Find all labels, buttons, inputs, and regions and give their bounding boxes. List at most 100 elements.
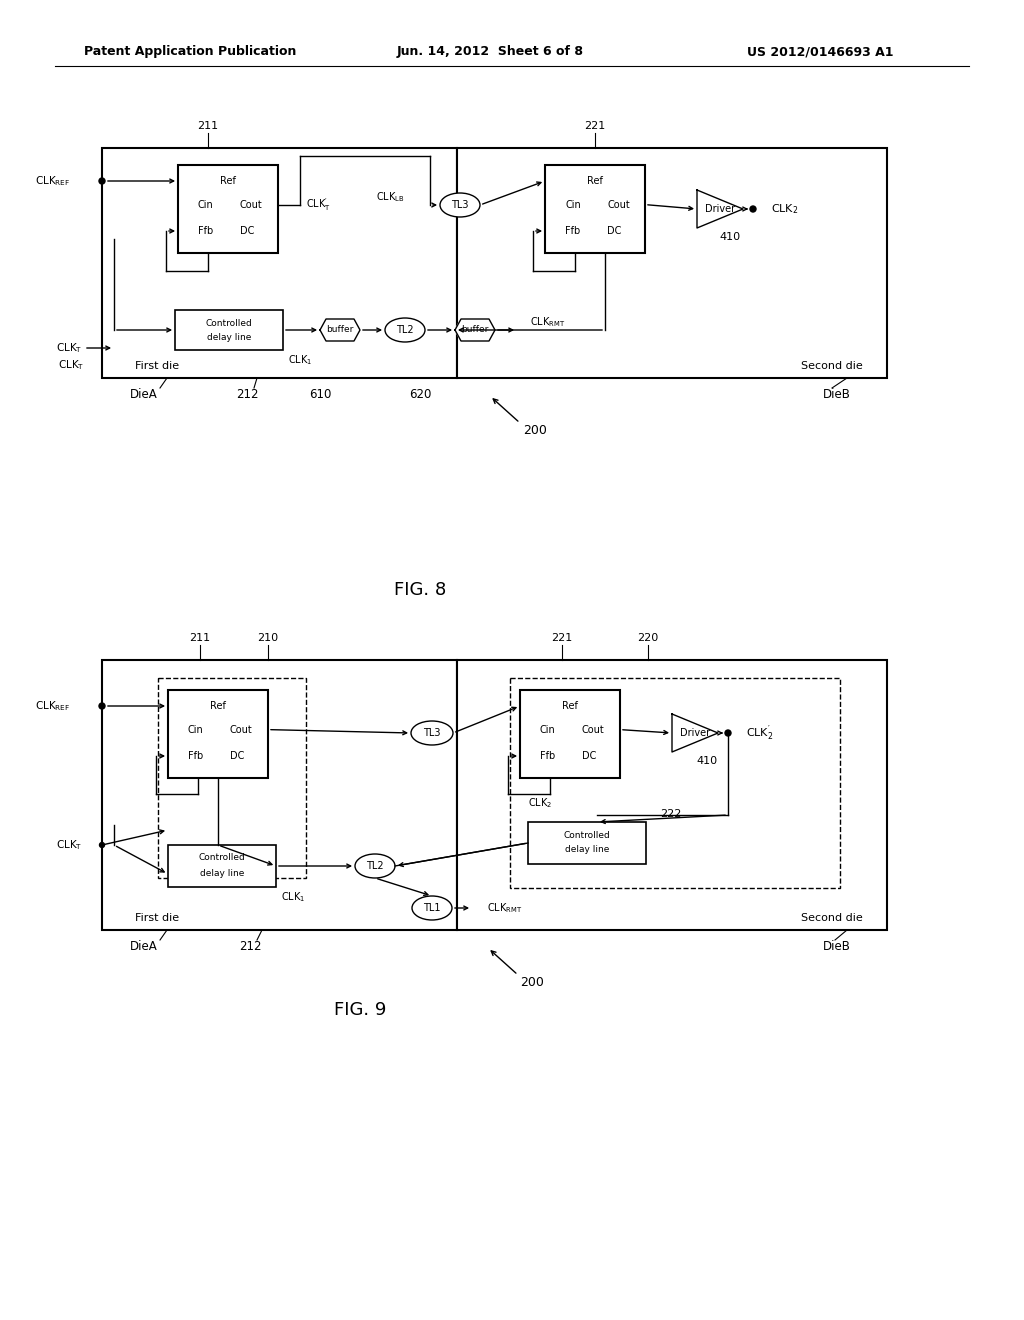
- Polygon shape: [697, 190, 743, 228]
- Text: Cin: Cin: [565, 199, 581, 210]
- Text: DC: DC: [230, 751, 245, 762]
- Bar: [545, 165, 645, 253]
- Text: Controlled: Controlled: [563, 830, 610, 840]
- Text: Ref: Ref: [220, 176, 236, 186]
- Circle shape: [725, 730, 731, 737]
- Circle shape: [750, 206, 756, 213]
- Bar: [520, 690, 620, 777]
- Text: First die: First die: [135, 913, 179, 923]
- Text: buffer: buffer: [327, 326, 353, 334]
- Text: 410: 410: [720, 232, 740, 242]
- Text: Driver: Driver: [680, 729, 710, 738]
- Circle shape: [99, 704, 105, 709]
- Text: Controlled: Controlled: [199, 854, 246, 862]
- Ellipse shape: [385, 318, 425, 342]
- Text: delay line: delay line: [207, 334, 251, 342]
- Text: Ffb: Ffb: [565, 226, 581, 236]
- Text: Second die: Second die: [801, 913, 863, 923]
- Text: 210: 210: [257, 634, 279, 643]
- Text: delay line: delay line: [200, 869, 244, 878]
- Text: TL3: TL3: [423, 729, 440, 738]
- Circle shape: [99, 178, 105, 183]
- Text: TL2: TL2: [396, 325, 414, 335]
- Text: Cin: Cin: [540, 725, 556, 735]
- Text: DieA: DieA: [130, 388, 158, 400]
- Text: 221: 221: [585, 121, 605, 131]
- Text: 212: 212: [239, 940, 261, 953]
- Text: Cin: Cin: [198, 199, 214, 210]
- Circle shape: [99, 842, 104, 847]
- Text: TL1: TL1: [423, 903, 440, 913]
- Text: $\mathregular{CLK_{RMT}}$: $\mathregular{CLK_{RMT}}$: [530, 315, 565, 329]
- Text: Cout: Cout: [582, 725, 605, 735]
- Text: $\mathregular{CLK_{REF}}$: $\mathregular{CLK_{REF}}$: [35, 700, 70, 713]
- Text: $\mathregular{CLK_T'}$: $\mathregular{CLK_T'}$: [306, 197, 331, 214]
- Text: 610: 610: [309, 388, 331, 400]
- Bar: [175, 310, 283, 350]
- Text: $\mathregular{CLK_2}$: $\mathregular{CLK_2}$: [527, 796, 552, 810]
- Bar: [102, 660, 457, 931]
- Text: DieB: DieB: [823, 940, 851, 953]
- Text: Cout: Cout: [607, 199, 630, 210]
- Polygon shape: [672, 714, 718, 752]
- Ellipse shape: [411, 721, 453, 744]
- Text: DieA: DieA: [130, 940, 158, 953]
- Text: $\mathregular{CLK_1}$: $\mathregular{CLK_1}$: [288, 354, 312, 367]
- Text: Driver: Driver: [705, 205, 735, 214]
- Text: $\mathregular{CLK_1}$: $\mathregular{CLK_1}$: [281, 890, 305, 904]
- Bar: [510, 678, 840, 888]
- Text: Ffb: Ffb: [540, 751, 555, 762]
- Text: $\mathregular{CLK_{LB}}$: $\mathregular{CLK_{LB}}$: [377, 190, 406, 203]
- Bar: [102, 148, 457, 378]
- Ellipse shape: [355, 854, 395, 878]
- Bar: [457, 660, 887, 931]
- Polygon shape: [319, 319, 360, 341]
- Bar: [457, 148, 887, 378]
- Text: $\mathregular{CLK_{RMT}}$: $\mathregular{CLK_{RMT}}$: [487, 902, 522, 915]
- Text: $\mathregular{CLK_2}$: $\mathregular{CLK_2}$: [771, 202, 799, 216]
- Text: $\mathregular{CLK_2'}$: $\mathregular{CLK_2'}$: [746, 723, 773, 743]
- Text: FIG. 9: FIG. 9: [334, 1001, 386, 1019]
- Text: $\mathregular{CLK_T}$: $\mathregular{CLK_T}$: [55, 341, 82, 355]
- Text: 220: 220: [637, 634, 658, 643]
- Text: 221: 221: [551, 634, 572, 643]
- Text: 200: 200: [523, 424, 547, 437]
- Text: $\mathregular{CLK_T}$: $\mathregular{CLK_T}$: [55, 838, 82, 851]
- Ellipse shape: [440, 193, 480, 216]
- Text: Cin: Cin: [188, 725, 204, 735]
- Text: 410: 410: [696, 756, 718, 766]
- Text: First die: First die: [135, 360, 179, 371]
- Text: 211: 211: [198, 121, 218, 131]
- Text: buffer: buffer: [462, 326, 488, 334]
- Ellipse shape: [412, 896, 452, 920]
- Text: 212: 212: [236, 388, 258, 400]
- Text: $\mathregular{CLK_T}$: $\mathregular{CLK_T}$: [57, 358, 84, 372]
- Text: Patent Application Publication: Patent Application Publication: [84, 45, 296, 58]
- Bar: [168, 690, 268, 777]
- Text: Cout: Cout: [240, 199, 263, 210]
- Text: Ref: Ref: [587, 176, 603, 186]
- Text: Controlled: Controlled: [206, 318, 252, 327]
- Bar: [168, 845, 276, 887]
- Text: delay line: delay line: [565, 846, 609, 854]
- Text: $\mathregular{CLK_{REF}}$: $\mathregular{CLK_{REF}}$: [35, 174, 70, 187]
- Text: 211: 211: [189, 634, 211, 643]
- Text: Cout: Cout: [230, 725, 253, 735]
- Bar: [528, 822, 646, 865]
- Text: Ref: Ref: [562, 701, 578, 711]
- Text: TL3: TL3: [452, 201, 469, 210]
- Text: 200: 200: [520, 975, 544, 989]
- Text: Ffb: Ffb: [198, 226, 213, 236]
- Text: TL2: TL2: [367, 861, 384, 871]
- Text: Second die: Second die: [801, 360, 863, 371]
- Text: FIG. 8: FIG. 8: [394, 581, 446, 599]
- Text: DC: DC: [582, 751, 596, 762]
- Bar: [158, 678, 306, 878]
- Text: Ref: Ref: [210, 701, 226, 711]
- Text: 620: 620: [409, 388, 431, 400]
- Text: DC: DC: [607, 226, 622, 236]
- Polygon shape: [455, 319, 495, 341]
- Text: DieB: DieB: [823, 388, 851, 400]
- Text: 222: 222: [660, 809, 682, 818]
- Text: US 2012/0146693 A1: US 2012/0146693 A1: [746, 45, 893, 58]
